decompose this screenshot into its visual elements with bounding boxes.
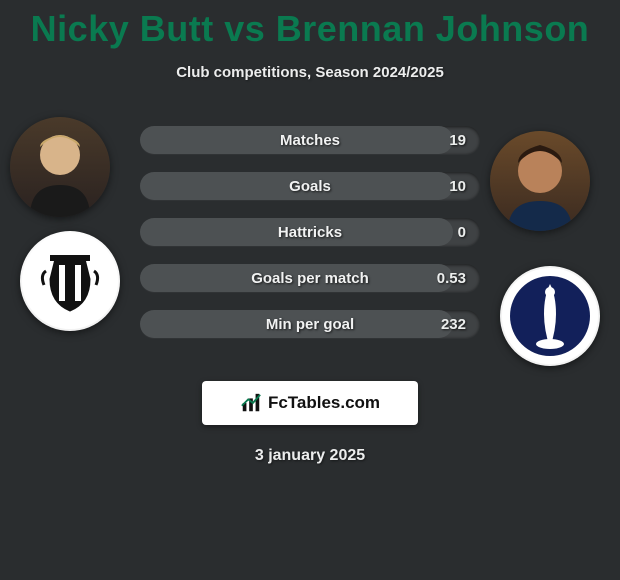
- stat-bar-fill: [140, 310, 453, 338]
- stat-bar-value: 0: [458, 218, 466, 246]
- stat-bar-row: Goals10: [140, 172, 480, 200]
- stat-bar-row: Hattricks0: [140, 218, 480, 246]
- comparison-title: Nicky Butt vs Brennan Johnson: [0, 0, 620, 50]
- stat-bars: Matches19 Goals10 Hattricks0 Goals per matc…: [140, 126, 480, 356]
- stat-bar-fill: [140, 172, 453, 200]
- stat-bar-value: 10: [449, 172, 466, 200]
- date-label: 3 january 2025: [0, 447, 620, 465]
- bar-chart-icon: [240, 392, 262, 414]
- player1-club-crest: [20, 231, 120, 331]
- stat-bar-value: 0.53: [437, 264, 466, 292]
- comparison-content: Matches19 Goals10 Hattricks0 Goals per matc…: [0, 111, 620, 371]
- stat-bar-fill: [140, 218, 453, 246]
- stat-bar-row: Matches19: [140, 126, 480, 154]
- club-crest-icon: [20, 231, 120, 331]
- vs-separator: vs: [224, 8, 265, 49]
- person-icon: [490, 131, 590, 231]
- player2-name: Brennan Johnson: [276, 8, 590, 49]
- stat-bar-value: 19: [449, 126, 466, 154]
- person-icon: [10, 117, 110, 217]
- stat-bar-fill: [140, 264, 453, 292]
- stat-bar-fill: [140, 126, 453, 154]
- subtitle: Club competitions, Season 2024/2025: [0, 64, 620, 81]
- brand-text: FcTables.com: [268, 393, 380, 413]
- player2-club-crest: [500, 266, 600, 366]
- player2-avatar: [490, 131, 590, 231]
- stat-bar-value: 232: [441, 310, 466, 338]
- stat-bar-row: Goals per match0.53: [140, 264, 480, 292]
- player1-name: Nicky Butt: [31, 8, 214, 49]
- brand-badge: FcTables.com: [202, 381, 418, 425]
- stat-bar-row: Min per goal232: [140, 310, 480, 338]
- player1-avatar: [10, 117, 110, 217]
- club-crest-icon: [500, 266, 600, 366]
